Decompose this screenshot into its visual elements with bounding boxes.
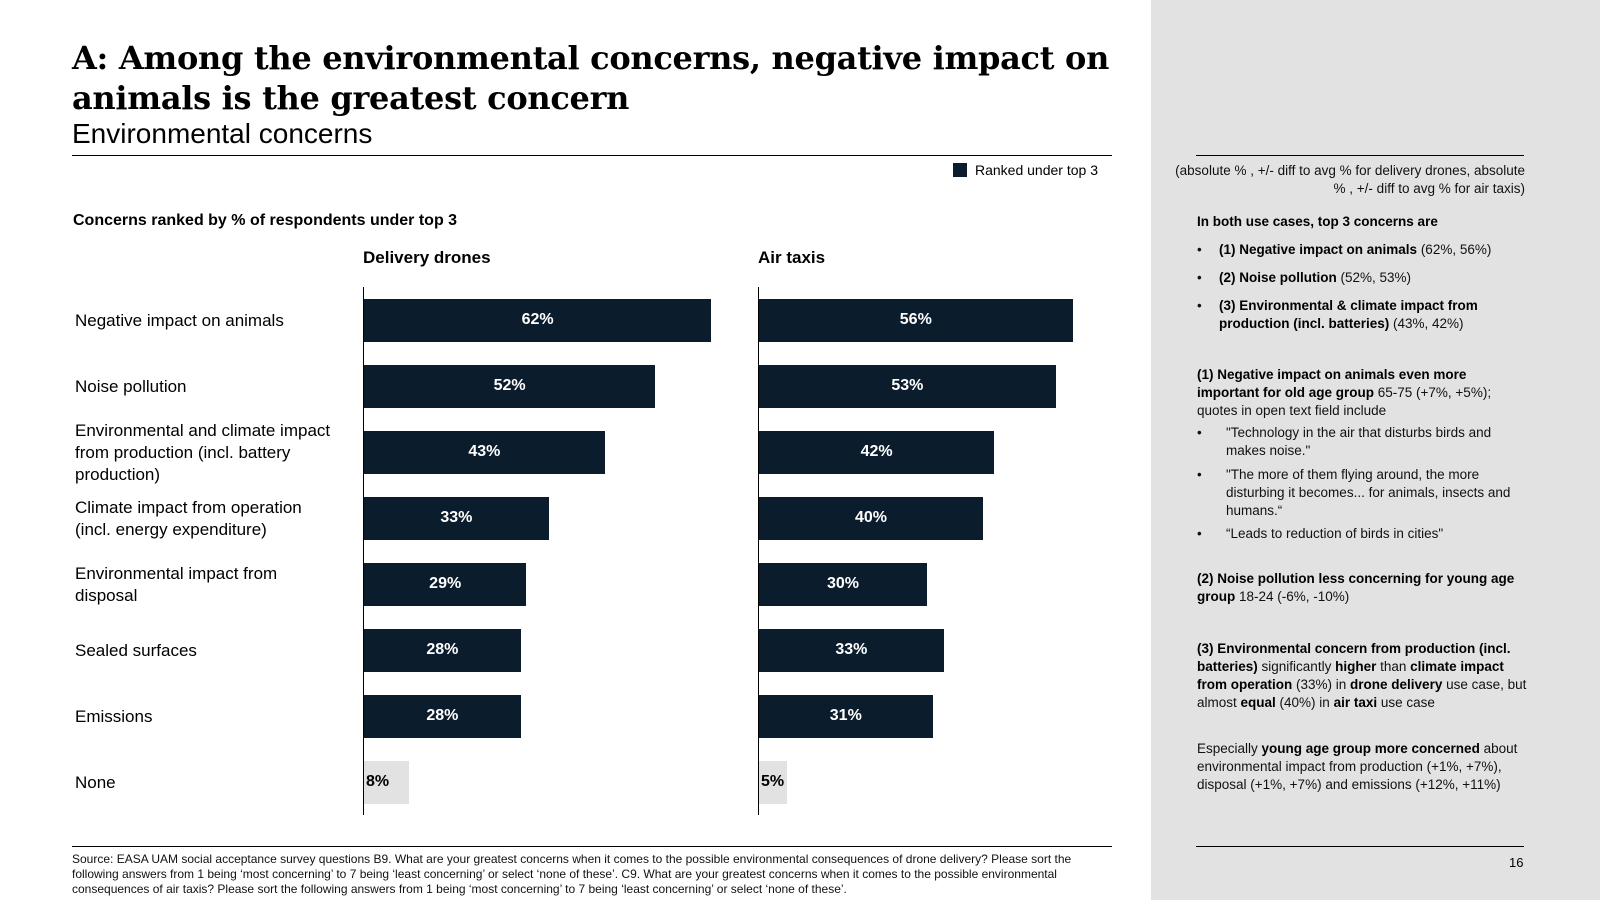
noise-finding-text: 18-24 (-6%, -10%) xyxy=(1235,589,1350,604)
category-label: Sealed surfaces xyxy=(75,640,197,660)
bar xyxy=(364,365,656,408)
data-label: 56% xyxy=(899,310,932,328)
young-bold: young age group more concerned xyxy=(1261,741,1480,756)
noise-finding-bold: (2) Noise pollution less concerning for … xyxy=(1197,571,1515,604)
summary-item: • (1) Negative impact on animals (62%, 5… xyxy=(1197,242,1492,257)
category-label: Emissions xyxy=(75,706,153,726)
sidebar-bottom-rule xyxy=(1196,846,1524,847)
bar xyxy=(364,497,549,540)
summary-item: • (2) Noise pollution (52%, 53%) xyxy=(1197,270,1412,285)
summary-heading-text: In both use cases, top 3 concerns are xyxy=(1197,214,1438,229)
production-text: (40%) in xyxy=(1275,695,1334,710)
young-finding: Especially young age group more concerne… xyxy=(1197,740,1527,794)
bar xyxy=(364,695,521,738)
quote-text: "Technology in the air that disturbs bir… xyxy=(1226,425,1492,458)
quote-text: “Leads to reduction of birds in cities" xyxy=(1226,526,1444,541)
animals-finding: (1) Negative impact on animals even more… xyxy=(1197,366,1527,420)
production-bold: higher xyxy=(1335,659,1377,674)
data-label: 33% xyxy=(835,640,868,658)
chart-title: Concerns ranked by % of respondents unde… xyxy=(73,212,458,229)
quote-item: • "Technology in the air that disturbs b… xyxy=(1197,424,1527,460)
category-label: Environmental impact from disposal xyxy=(75,563,278,605)
data-label: 40% xyxy=(854,508,888,526)
sidebar-note: (absolute % , +/- diff to avg % for deli… xyxy=(1175,163,1525,196)
bar xyxy=(759,365,1056,408)
bar xyxy=(759,431,995,474)
category-label: Climate impact from operation (incl. ene… xyxy=(75,497,302,539)
production-text: use case xyxy=(1377,695,1435,710)
legend-swatch xyxy=(953,163,967,177)
page-title: A: Among the environmental concerns, neg… xyxy=(72,39,1110,117)
production-text: use case, but almost xyxy=(1197,677,1527,710)
title-rule xyxy=(72,155,1112,156)
source-note: Source: EASA UAM social acceptance surve… xyxy=(72,852,1072,896)
data-label: 62% xyxy=(521,310,554,328)
bar-chart: Negative impact on animals Noise pollutio… xyxy=(75,287,1073,815)
legend-label: Ranked under top 3 xyxy=(975,162,1098,178)
bar xyxy=(364,563,527,606)
category-label: Environmental and climate impact from pr… xyxy=(75,420,331,484)
noise-finding: (2) Noise pollution less concerning for … xyxy=(1197,570,1527,606)
summary-item-value: (43%, 42%) xyxy=(1389,316,1464,331)
panel-title-air-taxis: Air taxis xyxy=(758,248,826,267)
summary-item: • (3) Environmental & climate impact fro… xyxy=(1197,298,1478,331)
animals-finding-text: 65-75 (+7%, +5%); quotes in open text fi… xyxy=(1197,385,1492,418)
bar xyxy=(364,431,605,474)
category-label: Negative impact on animals xyxy=(75,310,284,330)
footer-rule xyxy=(72,846,1112,847)
young-text: about environmental impact from producti… xyxy=(1197,741,1518,792)
data-label: 31% xyxy=(829,706,862,724)
data-label: 42% xyxy=(860,442,893,460)
production-text: significantly xyxy=(1257,659,1336,674)
production-text: (33%) in xyxy=(1292,677,1351,692)
bar xyxy=(759,761,787,804)
bar xyxy=(759,299,1073,342)
quote-item: • “Leads to reduction of birds in cities… xyxy=(1197,525,1527,543)
data-label: 28% xyxy=(426,640,459,658)
animals-finding-bold: (1) Negative impact on animals even more… xyxy=(1197,367,1467,400)
bar xyxy=(364,761,409,804)
data-label: 29% xyxy=(429,574,462,592)
data-label: 8% xyxy=(366,772,390,790)
sidebar-top-rule xyxy=(1196,155,1524,156)
production-finding: (3) Environmental concern from productio… xyxy=(1197,640,1527,712)
data-label: 30% xyxy=(826,574,860,592)
quote-item: • "The more of them flying around, the m… xyxy=(1197,466,1527,520)
summary-item-value: (62%, 56%) xyxy=(1417,242,1492,257)
quote-text: "The more of them flying around, the mor… xyxy=(1226,467,1511,518)
summary-item-value: (52%, 53%) xyxy=(1336,270,1412,285)
bar xyxy=(759,497,983,540)
production-bold: drone delivery xyxy=(1350,677,1443,692)
axis-air-taxis xyxy=(758,287,759,815)
summary-item-bold: (2) Noise pollution xyxy=(1219,270,1337,285)
category-label: Noise pollution xyxy=(75,376,187,396)
production-text: than xyxy=(1376,659,1411,674)
production-bold: equal xyxy=(1240,695,1276,710)
bar xyxy=(759,563,927,606)
data-label: 43% xyxy=(468,442,501,460)
chart-legend: Ranked under top 3 xyxy=(953,162,1098,178)
bar xyxy=(759,695,933,738)
data-label: 5% xyxy=(761,772,785,790)
page-subtitle: Environmental concerns xyxy=(72,118,373,149)
page-number: 16 xyxy=(1509,855,1524,870)
category-label: None xyxy=(75,772,116,792)
panel-title-delivery-drones: Delivery drones xyxy=(363,248,491,267)
production-bold: (3) Environmental concern from productio… xyxy=(1197,641,1511,674)
production-bold: climate impact from operation xyxy=(1197,659,1504,692)
bar xyxy=(364,629,521,672)
bar xyxy=(364,299,712,342)
bar xyxy=(759,629,944,672)
data-label: 52% xyxy=(493,376,526,394)
data-label: 28% xyxy=(426,706,459,724)
data-label: 53% xyxy=(891,376,924,394)
commentary-sidebar xyxy=(1151,0,1600,900)
young-text: Especially xyxy=(1197,741,1262,756)
production-bold: air taxi xyxy=(1333,695,1378,710)
summary-item-bold: (1) Negative impact on animals xyxy=(1219,242,1418,257)
summary-item-bold: (3) Environmental & climate impact from … xyxy=(1219,298,1478,331)
summary-heading: In both use cases, top 3 concerns are xyxy=(1197,213,1527,231)
data-label: 33% xyxy=(440,508,473,526)
axis-delivery-drones xyxy=(363,287,364,815)
